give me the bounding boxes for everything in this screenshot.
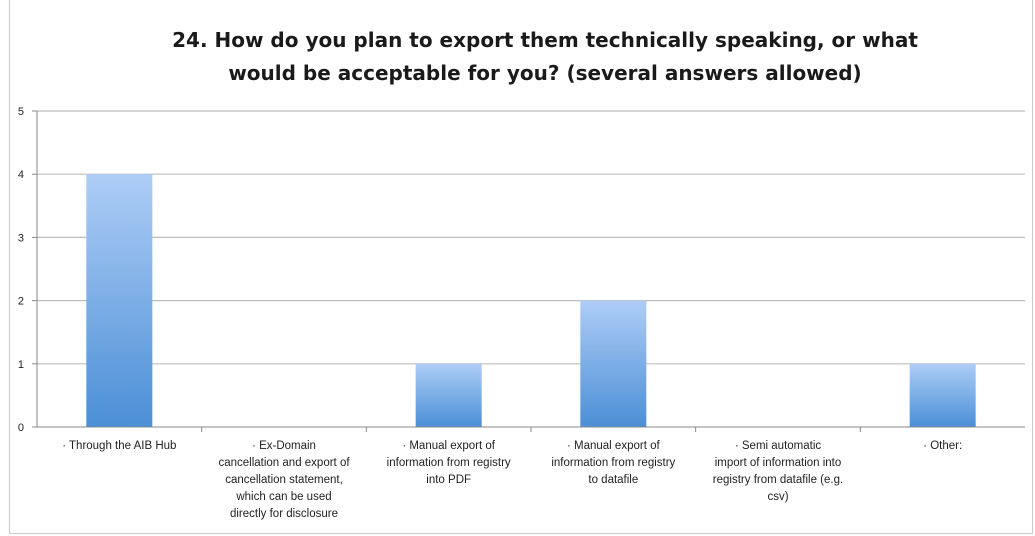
x-category-label-line: which can be used (235, 491, 331, 503)
x-category-label-line: · Ex-Domain (252, 440, 316, 452)
grid-lines (37, 110, 1025, 365)
axes (32, 110, 1025, 432)
y-tick-label: 0 (18, 422, 24, 434)
x-category-label-line: · Through the AIB Hub (62, 440, 176, 452)
x-category-label-line: import of information into (715, 457, 842, 469)
bar (580, 300, 647, 427)
x-category-label: · Manual export of information from regis… (387, 440, 511, 486)
x-category-label: · Semi automatic import of information in… (713, 440, 843, 503)
chart-title-line-2: would be acceptable for you? (several an… (228, 61, 861, 85)
x-category-label: · Other: (923, 440, 962, 452)
x-category-label-line: csv) (767, 491, 788, 503)
x-category-label: · Through the AIB Hub (62, 440, 176, 452)
y-tick-label: 3 (18, 232, 24, 244)
bar (415, 363, 482, 427)
chart-frame (9, 0, 1033, 534)
x-category-label-line: information from registry (387, 457, 511, 469)
bar (86, 174, 153, 427)
y-tick-label: 1 (18, 359, 24, 371)
x-category-label-line: directly for disclosure (230, 508, 338, 520)
chart-title-line-1: 24. How do you plan to export them techn… (172, 28, 918, 52)
bars (86, 174, 976, 427)
bar (909, 363, 976, 427)
y-tick-label: 4 (18, 169, 24, 181)
labels: 0 1 2 3 4 5 · Through the AIB Hub · Ex-Domain ca… (18, 106, 962, 520)
x-category-label-line: · Other: (923, 440, 962, 452)
x-category-label-line: · Manual export of (402, 440, 495, 452)
x-category-label-line: cancellation and export of (218, 457, 350, 469)
x-category-label-line: cancellation statement, (225, 474, 343, 486)
x-category-label-line: registry from datafile (e.g. (713, 474, 843, 486)
x-category-label-line: · Semi automatic (735, 440, 822, 452)
y-tick-label: 2 (18, 296, 24, 308)
x-category-label-line: · Manual export of (567, 440, 660, 452)
x-category-label-line: to datafile (588, 474, 638, 486)
x-category-label: · Manual export of information from regis… (551, 440, 675, 486)
y-tick-label: 5 (18, 106, 24, 118)
x-category-label-line: information from registry (551, 457, 675, 469)
x-category-label: · Ex-Domain cancellation and export of can… (218, 440, 350, 520)
x-category-label-line: into PDF (426, 474, 471, 486)
